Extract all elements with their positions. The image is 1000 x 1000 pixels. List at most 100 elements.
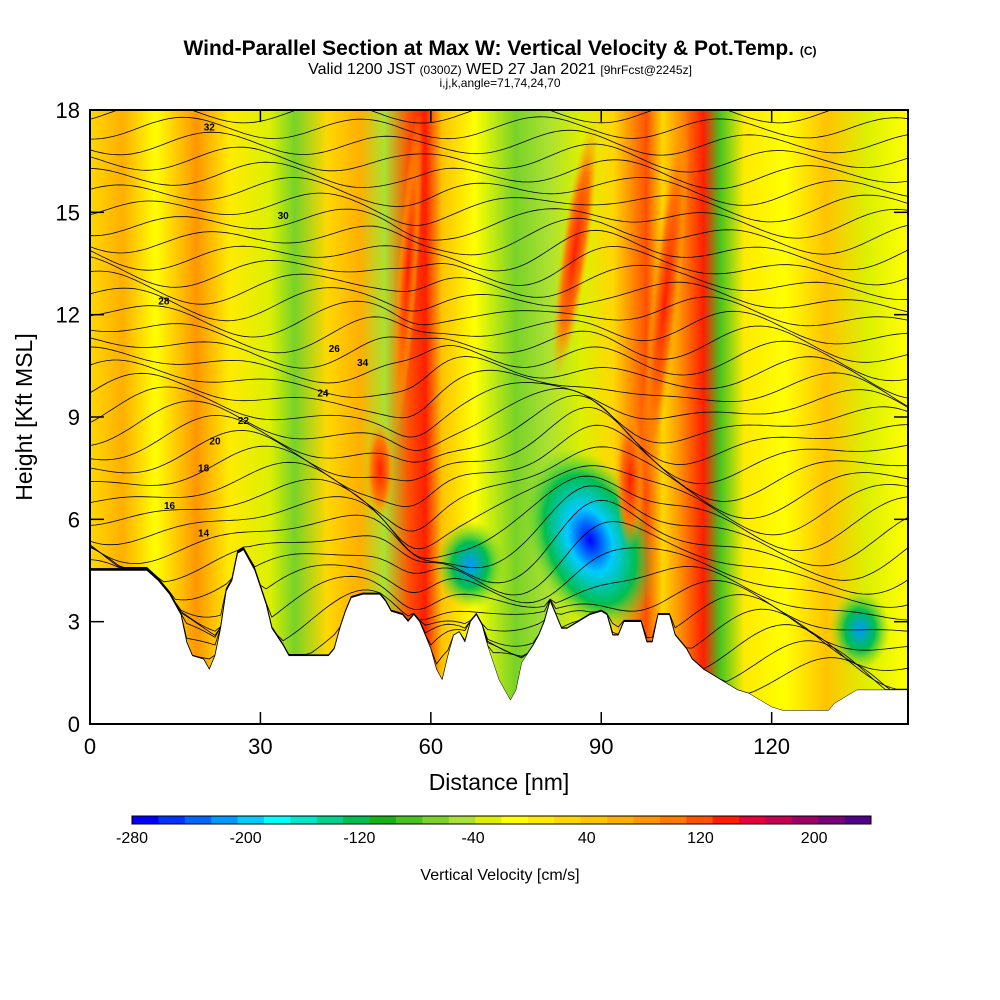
y-tick-label: 3 <box>68 610 80 635</box>
theta-label: 16 <box>164 501 176 512</box>
theta-label: 18 <box>198 464 210 475</box>
colorbar-swatch <box>633 816 661 824</box>
colorbar-swatch <box>132 816 159 824</box>
colorbar-swatch <box>765 816 793 824</box>
theta-line <box>90 245 908 288</box>
theta-line <box>90 521 908 601</box>
chart-subtitle: Valid 1200 JST (0300Z) WED 27 Jan 2021 [… <box>308 61 692 78</box>
colorbar-tick-label: -280 <box>116 830 148 847</box>
colorbar-swatch <box>237 816 265 824</box>
colorbar-frame <box>131 815 872 825</box>
colorbar-swatch <box>501 816 529 824</box>
theta-label: 30 <box>278 211 290 222</box>
colorbar-swatch <box>712 816 740 824</box>
theta-line <box>90 116 908 140</box>
colorbar-swatch <box>448 816 476 824</box>
theta-contour-labels: 14 16 18 20 22 24 26 28 30 32 34 <box>158 122 368 539</box>
theta-line <box>90 264 908 305</box>
theta-line <box>90 229 908 272</box>
colorbar-tick-label: 120 <box>687 830 714 847</box>
theta-line <box>90 547 908 618</box>
y-tick-label: 12 <box>56 303 80 328</box>
theta-line <box>90 475 908 559</box>
colorbar-swatch <box>686 816 714 824</box>
theta-line <box>90 129 908 156</box>
velocity-field <box>90 110 908 724</box>
y-tick-label: 9 <box>68 405 80 430</box>
theta-line <box>90 369 908 419</box>
colorbar-tick-label: -40 <box>462 830 485 847</box>
colorbar-swatch <box>554 816 582 824</box>
theta-line <box>90 499 908 584</box>
title-mark: (C) <box>799 44 817 58</box>
theta-label: 14 <box>198 528 210 539</box>
colorbar-swatch <box>659 816 687 824</box>
theta-line <box>90 356 908 399</box>
theta-contours <box>90 110 908 694</box>
theta-line <box>90 446 908 532</box>
theta-line <box>90 424 908 507</box>
theta-line <box>90 465 908 550</box>
theta-line <box>90 485 908 569</box>
theta-label: 20 <box>209 436 221 447</box>
colorbar-swatch <box>791 816 819 824</box>
colorbar-swatch <box>158 816 186 824</box>
y-tick-label: 0 <box>68 712 80 737</box>
x-axis-label: Distance [nm] <box>429 769 570 795</box>
theta-line <box>90 208 908 241</box>
theta-label: 34 <box>357 358 369 369</box>
colorbar-swatch <box>739 816 766 824</box>
x-tick-label: 120 <box>753 734 790 759</box>
colorbar-swatch <box>475 816 502 824</box>
y-tick-label: 15 <box>56 200 80 225</box>
theta-line <box>90 281 908 322</box>
colorbar-swatch <box>264 816 291 824</box>
colorbar-tick-label: -200 <box>230 830 262 847</box>
theta-label: 24 <box>317 389 329 400</box>
colorbar: -280 -200 -120 -40 40 120 200 <box>116 815 872 847</box>
x-tick-label: 60 <box>419 734 443 759</box>
theta-line <box>90 143 908 173</box>
x-tick-label: 30 <box>248 734 272 759</box>
colorbar-swatch <box>422 816 450 824</box>
colorbar-swatch <box>211 816 238 824</box>
colorbar-swatch <box>316 816 344 824</box>
theta-line <box>90 217 908 256</box>
colorbar-swatch <box>343 816 370 824</box>
y-tick-label: 18 <box>56 98 80 123</box>
colorbar-swatch <box>580 816 608 824</box>
chart-subtitle-2: i,j,k,angle=71,74,24,70 <box>439 76 561 90</box>
terrain-mask <box>89 549 909 725</box>
colorbar-tick-label: -120 <box>343 830 375 847</box>
theta-line <box>90 388 908 451</box>
theta-label: 26 <box>329 344 341 355</box>
colorbar-label: Vertical Velocity [cm/s] <box>420 867 579 884</box>
theta-line <box>90 296 908 338</box>
theta-label: 32 <box>204 122 216 133</box>
theta-label: 28 <box>158 296 170 307</box>
theta-line <box>90 192 908 226</box>
colorbar-tick-label: 200 <box>801 830 828 847</box>
y-tick-label: 6 <box>68 507 80 532</box>
colorbar-swatch <box>527 816 555 824</box>
y-axis-label: Height [Kft MSL] <box>11 333 37 500</box>
theta-line <box>90 382 908 438</box>
chart-title: Wind-Parallel Section at Max W: Vertical… <box>183 37 817 60</box>
colorbar-swatch <box>395 816 423 824</box>
theta-line <box>90 340 908 384</box>
colorbar-swatch <box>844 816 872 824</box>
theta-line <box>90 395 908 465</box>
theta-line <box>90 406 908 485</box>
colorbar-swatch <box>369 816 397 824</box>
theta-line <box>90 110 908 124</box>
theta-line <box>90 325 908 369</box>
x-tick-label: 90 <box>589 734 613 759</box>
colorbar-tick-label: 40 <box>578 830 596 847</box>
colorbar-swatch <box>607 816 634 824</box>
theta-line <box>90 159 908 190</box>
colorbar-swatch <box>184 816 212 824</box>
theta-line <box>90 310 908 354</box>
theta-line <box>90 177 908 207</box>
x-tick-label: 0 <box>84 734 96 759</box>
